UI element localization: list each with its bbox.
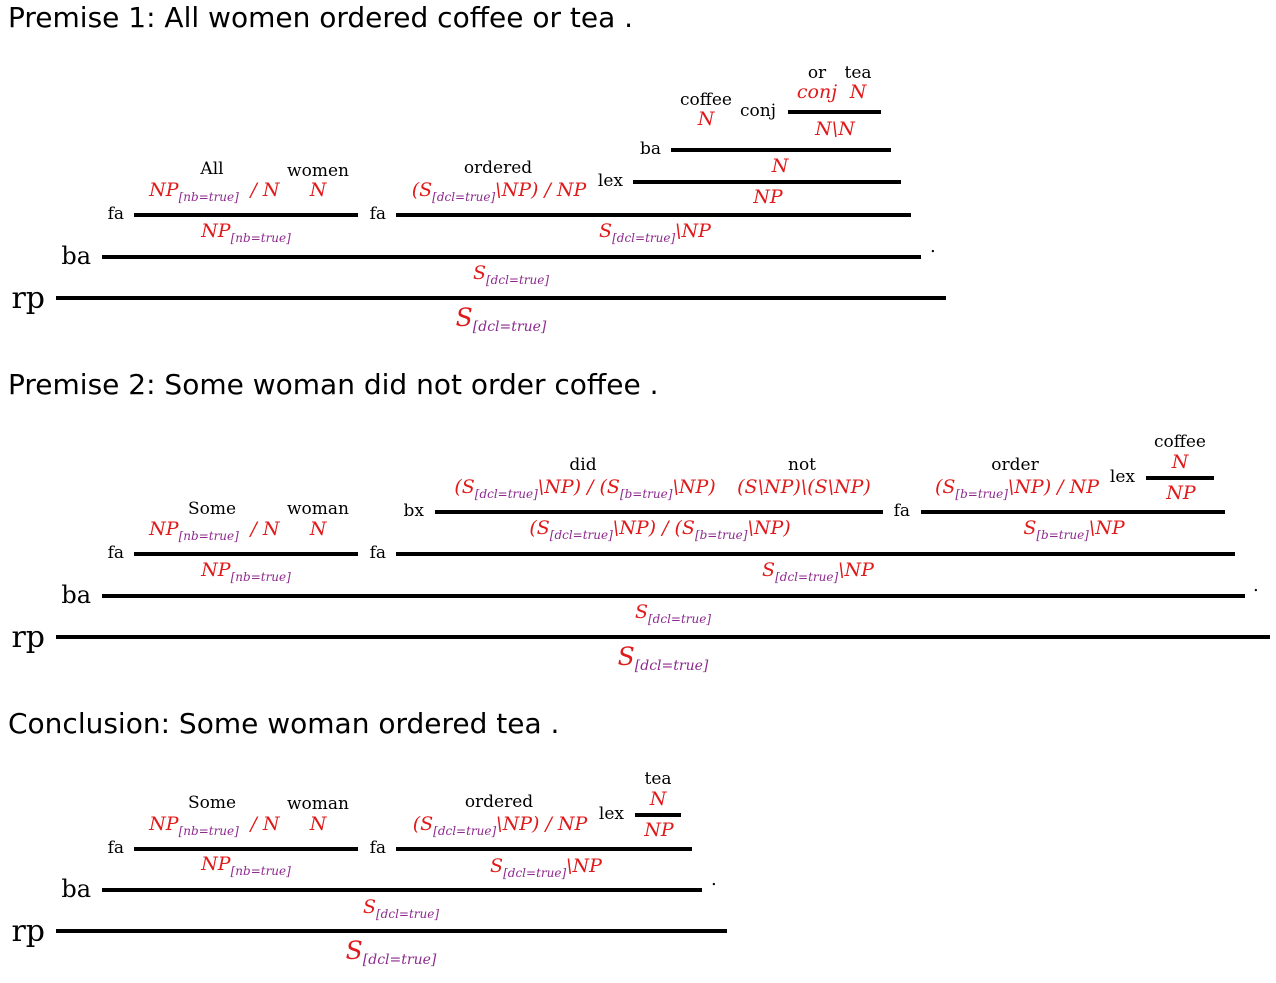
rule-line-rp bbox=[56, 929, 727, 933]
rule-label-fa-vp: fa bbox=[369, 543, 386, 563]
rule-label-rp: rp bbox=[11, 281, 45, 316]
category-subject-np: NP[nb=true] bbox=[201, 559, 291, 584]
rule-label-fa-np: fa bbox=[107, 543, 124, 563]
word-all: All bbox=[200, 159, 224, 179]
rule-label-ba: ba bbox=[61, 875, 91, 903]
rule-label-lex: lex bbox=[1109, 467, 1135, 487]
rule-line-rp bbox=[56, 635, 1270, 639]
period: . bbox=[711, 869, 717, 890]
rule-line-fa-np bbox=[134, 213, 358, 217]
rule-label-lex: lex bbox=[597, 171, 623, 191]
word-coffee: coffee bbox=[1154, 432, 1206, 452]
category-n-tea: N bbox=[849, 81, 867, 103]
category-root: S[dcl=true] bbox=[617, 642, 709, 674]
period: . bbox=[930, 236, 936, 257]
rule-label-fa-vp-order: fa bbox=[893, 501, 910, 521]
category-n-woman: N bbox=[309, 518, 327, 540]
period: . bbox=[1253, 575, 1259, 596]
category-transitive-verb: (S[b=true]\NP) / NP bbox=[934, 476, 1100, 501]
word-ordered: ordered bbox=[463, 158, 533, 178]
category-determiner: NP[nb=true] bbox=[149, 518, 239, 543]
rule-label-fa-vp: fa bbox=[369, 204, 386, 224]
category-auxiliary: (S[dcl=true]\NP) / (S[b=true]\NP) bbox=[454, 476, 716, 501]
word-tea: tea bbox=[644, 769, 672, 789]
category-subject-np: NP[nb=true] bbox=[201, 853, 291, 878]
rule-label-rp: rp bbox=[11, 914, 45, 949]
category-np-object: NP bbox=[753, 186, 783, 208]
rule-label-lex: lex bbox=[598, 804, 624, 824]
word-order: order bbox=[991, 455, 1039, 475]
category-np-object: NP bbox=[644, 819, 674, 841]
rule-line-fa-np bbox=[134, 552, 358, 556]
category-sentence: S[dcl=true] bbox=[634, 601, 712, 626]
rule-label-ba-coord: ba bbox=[639, 139, 661, 159]
rule-label-rp: rp bbox=[11, 620, 45, 655]
word-or: or bbox=[807, 63, 827, 83]
rule-line-fa-vp bbox=[396, 847, 692, 851]
word-ordered: ordered bbox=[464, 792, 534, 812]
category-slash-n: / N bbox=[250, 179, 280, 201]
category-subject-np: NP[nb=true] bbox=[201, 220, 291, 245]
category-n-coord: N bbox=[771, 155, 789, 177]
word-some: Some bbox=[187, 499, 237, 519]
word-women: women bbox=[287, 161, 349, 181]
category-n-women: N bbox=[309, 179, 327, 201]
category-n-backslash-n: N\N bbox=[815, 118, 855, 140]
category-vp: S[dcl=true]\NP bbox=[762, 559, 874, 584]
rule-line-rp bbox=[56, 296, 946, 300]
rule-label-ba: ba bbox=[61, 242, 91, 270]
rule-line-lex bbox=[633, 180, 901, 184]
rule-line-ba bbox=[102, 255, 921, 259]
word-not: not bbox=[787, 455, 817, 475]
word-woman: woman bbox=[287, 499, 349, 519]
rule-line-fa-vp bbox=[396, 213, 911, 217]
category-root: S[dcl=true] bbox=[345, 936, 437, 968]
category-n-tea: N bbox=[649, 788, 667, 810]
rule-line-lex bbox=[1146, 476, 1214, 480]
rule-label-fa-np: fa bbox=[107, 838, 124, 858]
category-transitive-verb: (S[dcl=true]\NP) / NP bbox=[412, 813, 588, 838]
category-n-coffee: N bbox=[697, 108, 715, 130]
rule-label-ba: ba bbox=[61, 581, 91, 609]
category-negation: (S\NP)\(S\NP) bbox=[737, 476, 871, 498]
category-vp: S[dcl=true]\NP bbox=[490, 855, 602, 880]
category-slash-n: / N bbox=[250, 518, 280, 540]
category-determiner: NP[nb=true] bbox=[149, 813, 239, 838]
category-vp: S[dcl=true]\NP bbox=[599, 220, 711, 245]
rule-line-fa-vp bbox=[396, 552, 1235, 556]
word-tea: tea bbox=[844, 63, 872, 83]
word-some: Some bbox=[187, 793, 237, 813]
category-base-vp: S[b=true]\NP bbox=[1023, 517, 1125, 542]
rule-label-fa-np: fa bbox=[107, 204, 124, 224]
category-slash-n: / N bbox=[250, 813, 280, 835]
category-did-not: (S[dcl=true]\NP) / (S[b=true]\NP) bbox=[529, 517, 791, 542]
category-root: S[dcl=true] bbox=[455, 303, 547, 335]
rule-label-bx: bx bbox=[403, 501, 424, 521]
category-sentence: S[dcl=true] bbox=[362, 896, 440, 921]
category-np-object: NP bbox=[1166, 482, 1196, 504]
rule-label-fa-vp: fa bbox=[369, 838, 386, 858]
category-n-woman: N bbox=[309, 813, 327, 835]
category-sentence: S[dcl=true] bbox=[472, 262, 550, 287]
premise-1-heading: Premise 1: All women ordered coffee or t… bbox=[8, 1, 634, 34]
rule-line-fa-vp-order bbox=[921, 510, 1225, 514]
rule-line-ba bbox=[102, 594, 1245, 598]
category-transitive-verb: (S[dcl=true]\NP) / NP bbox=[411, 179, 587, 204]
word-woman: woman bbox=[287, 794, 349, 814]
word-did: did bbox=[569, 455, 597, 475]
conclusion-heading: Conclusion: Some woman ordered tea . bbox=[8, 707, 560, 740]
rule-line-conj bbox=[788, 110, 881, 114]
rule-line-bx bbox=[435, 510, 883, 514]
premise-2-heading: Premise 2: Some woman did not order coff… bbox=[8, 368, 659, 401]
rule-line-ba bbox=[102, 888, 702, 892]
category-determiner: NP[nb=true] bbox=[149, 179, 239, 204]
rule-line-ba-coord bbox=[671, 148, 891, 152]
rule-line-lex bbox=[635, 813, 681, 817]
rule-label-conj: conj bbox=[740, 101, 776, 121]
word-coffee: coffee bbox=[680, 90, 732, 110]
category-conj: conj bbox=[796, 81, 838, 103]
rule-line-fa-np bbox=[134, 847, 358, 851]
category-n-coffee: N bbox=[1171, 451, 1189, 473]
